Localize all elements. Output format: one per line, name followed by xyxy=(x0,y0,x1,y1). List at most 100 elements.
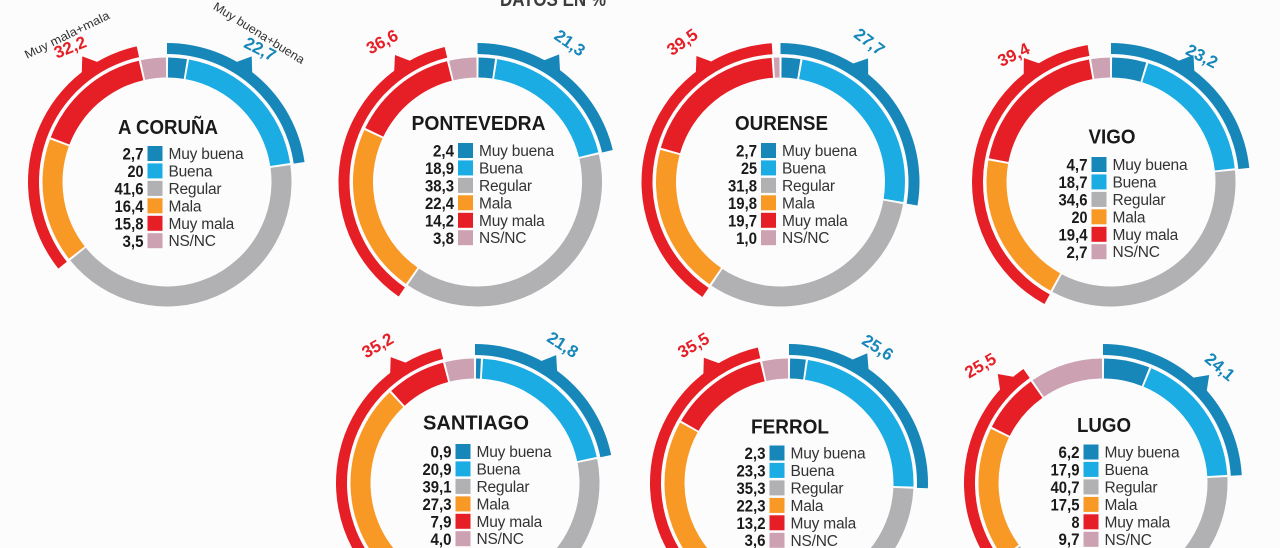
svg-text:Muy buena: Muy buena xyxy=(169,146,244,163)
svg-text:41,6: 41,6 xyxy=(115,179,144,198)
svg-text:Muy mala: Muy mala xyxy=(479,213,545,230)
svg-text:Muy buena: Muy buena xyxy=(479,143,554,160)
svg-text:NS/NC: NS/NC xyxy=(479,230,526,247)
svg-text:19,8: 19,8 xyxy=(728,194,757,213)
svg-text:NS/NC: NS/NC xyxy=(782,230,829,247)
svg-text:27,7: 27,7 xyxy=(850,24,888,59)
svg-text:18,7: 18,7 xyxy=(1059,173,1088,192)
svg-text:2,7: 2,7 xyxy=(1067,243,1088,262)
svg-text:8: 8 xyxy=(1072,513,1080,532)
svg-text:Mala: Mala xyxy=(169,198,202,215)
svg-text:Buena: Buena xyxy=(477,461,521,478)
svg-text:25,5: 25,5 xyxy=(961,349,999,382)
svg-text:A CORUÑA: A CORUÑA xyxy=(118,116,218,139)
svg-text:6,2: 6,2 xyxy=(1059,443,1080,462)
svg-text:2,7: 2,7 xyxy=(123,145,144,164)
svg-text:15,8: 15,8 xyxy=(115,214,144,233)
svg-text:39,1: 39,1 xyxy=(423,477,452,496)
svg-text:Regular: Regular xyxy=(1113,192,1166,209)
svg-text:NS/NC: NS/NC xyxy=(477,531,524,548)
svg-text:9,7: 9,7 xyxy=(1059,530,1080,548)
svg-text:Muy buena: Muy buena xyxy=(1113,157,1188,174)
svg-text:7,9: 7,9 xyxy=(431,512,452,531)
svg-text:2,7: 2,7 xyxy=(736,142,757,161)
svg-text:Regular: Regular xyxy=(479,178,532,195)
svg-text:Buena: Buena xyxy=(782,160,826,177)
svg-text:Muy buena: Muy buena xyxy=(477,444,552,461)
svg-text:Buena: Buena xyxy=(1113,174,1157,191)
svg-text:35,5: 35,5 xyxy=(675,329,713,362)
svg-text:17,5: 17,5 xyxy=(1051,495,1080,514)
svg-text:Muy buena: Muy buena xyxy=(1105,445,1180,462)
svg-text:22,4: 22,4 xyxy=(425,194,454,213)
svg-text:Mala: Mala xyxy=(1105,497,1138,514)
svg-text:Mala: Mala xyxy=(782,195,815,212)
svg-text:Muy buena: Muy buena xyxy=(791,446,866,463)
svg-text:1,0: 1,0 xyxy=(736,229,757,248)
svg-text:22,3: 22,3 xyxy=(737,496,766,515)
svg-text:3,8: 3,8 xyxy=(433,229,454,248)
svg-text:DATOS EN %: DATOS EN % xyxy=(500,0,606,11)
svg-text:35,2: 35,2 xyxy=(359,329,397,362)
svg-text:PONTEVEDRA: PONTEVEDRA xyxy=(412,113,546,135)
svg-text:NS/NC: NS/NC xyxy=(1113,244,1160,261)
svg-text:2,3: 2,3 xyxy=(745,444,766,463)
svg-text:16,4: 16,4 xyxy=(115,197,144,216)
svg-text:OURENSE: OURENSE xyxy=(735,113,828,135)
svg-text:Mala: Mala xyxy=(1113,209,1146,226)
svg-text:FERROL: FERROL xyxy=(751,416,829,438)
svg-text:Buena: Buena xyxy=(169,163,213,180)
svg-text:Regular: Regular xyxy=(782,178,835,195)
svg-text:Mala: Mala xyxy=(791,498,824,515)
svg-text:35,3: 35,3 xyxy=(737,479,766,498)
svg-text:NS/NC: NS/NC xyxy=(791,533,838,548)
svg-text:Buena: Buena xyxy=(479,160,523,177)
svg-text:Muy mala: Muy mala xyxy=(791,515,857,532)
svg-text:Regular: Regular xyxy=(1105,479,1158,496)
svg-text:27,3: 27,3 xyxy=(423,495,452,514)
svg-text:3,6: 3,6 xyxy=(745,531,766,548)
svg-text:36,6: 36,6 xyxy=(363,26,401,58)
svg-text:Regular: Regular xyxy=(791,480,844,497)
svg-text:34,6: 34,6 xyxy=(1059,190,1088,209)
svg-text:Buena: Buena xyxy=(791,463,835,480)
svg-text:21,3: 21,3 xyxy=(551,26,589,61)
svg-text:Regular: Regular xyxy=(477,479,530,496)
svg-text:VIGO: VIGO xyxy=(1089,127,1136,149)
svg-text:Buena: Buena xyxy=(1105,462,1149,479)
svg-text:20: 20 xyxy=(1072,208,1088,227)
svg-text:31,8: 31,8 xyxy=(728,176,757,195)
svg-text:25: 25 xyxy=(741,159,757,178)
svg-text:2,4: 2,4 xyxy=(433,142,454,161)
svg-text:NS/NC: NS/NC xyxy=(169,233,216,250)
svg-text:Muy mala: Muy mala xyxy=(477,514,543,531)
svg-text:Mala: Mala xyxy=(479,195,512,212)
svg-text:13,2: 13,2 xyxy=(737,514,766,533)
svg-text:Muy mala: Muy mala xyxy=(782,213,848,230)
svg-text:4,7: 4,7 xyxy=(1067,156,1088,175)
svg-text:19,4: 19,4 xyxy=(1059,225,1088,244)
svg-text:17,9: 17,9 xyxy=(1051,460,1080,479)
svg-text:Muy mala: Muy mala xyxy=(1105,514,1171,531)
svg-text:LUGO: LUGO xyxy=(1077,415,1131,437)
svg-text:38,3: 38,3 xyxy=(425,176,454,195)
svg-text:21,8: 21,8 xyxy=(544,328,582,362)
svg-text:SANTIAGO: SANTIAGO xyxy=(423,412,529,434)
svg-text:Muy mala: Muy mala xyxy=(169,216,235,233)
svg-text:Regular: Regular xyxy=(169,181,222,198)
svg-text:4,0: 4,0 xyxy=(431,530,452,548)
svg-text:0,9: 0,9 xyxy=(431,443,452,462)
svg-text:Muy mala: Muy mala xyxy=(1113,227,1179,244)
svg-text:Mala: Mala xyxy=(477,496,510,513)
svg-text:18,9: 18,9 xyxy=(425,159,454,178)
svg-text:14,2: 14,2 xyxy=(425,211,454,230)
svg-text:20: 20 xyxy=(128,162,144,181)
svg-text:40,7: 40,7 xyxy=(1051,478,1080,497)
svg-text:20,9: 20,9 xyxy=(423,460,452,479)
svg-text:Muy buena: Muy buena xyxy=(782,143,857,160)
svg-text:3,5: 3,5 xyxy=(123,232,144,251)
svg-text:23,3: 23,3 xyxy=(737,461,766,480)
svg-text:NS/NC: NS/NC xyxy=(1105,532,1152,548)
svg-text:19,7: 19,7 xyxy=(728,211,757,230)
svg-text:39,5: 39,5 xyxy=(663,25,701,60)
